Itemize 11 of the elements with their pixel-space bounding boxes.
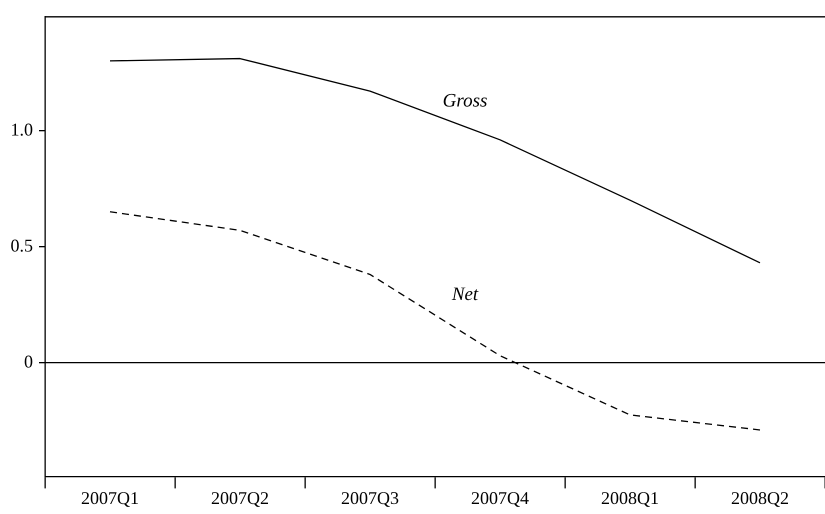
series-label: Net [450, 284, 479, 306]
x-tick-label: 2008Q2 [731, 488, 789, 508]
x-tick-label: 2007Q4 [471, 488, 529, 508]
x-tick-label: 2007Q1 [81, 488, 139, 508]
y-tick-label: 0.5 [10, 235, 33, 256]
series-label: Gross [442, 90, 488, 112]
x-tick-label: 2007Q3 [341, 488, 399, 508]
x-tick-label: 2008Q1 [601, 488, 659, 508]
y-tick-label: 0 [24, 351, 33, 372]
x-tick-label: 2007Q2 [211, 488, 269, 508]
y-tick-label: 1.0 [10, 119, 33, 140]
